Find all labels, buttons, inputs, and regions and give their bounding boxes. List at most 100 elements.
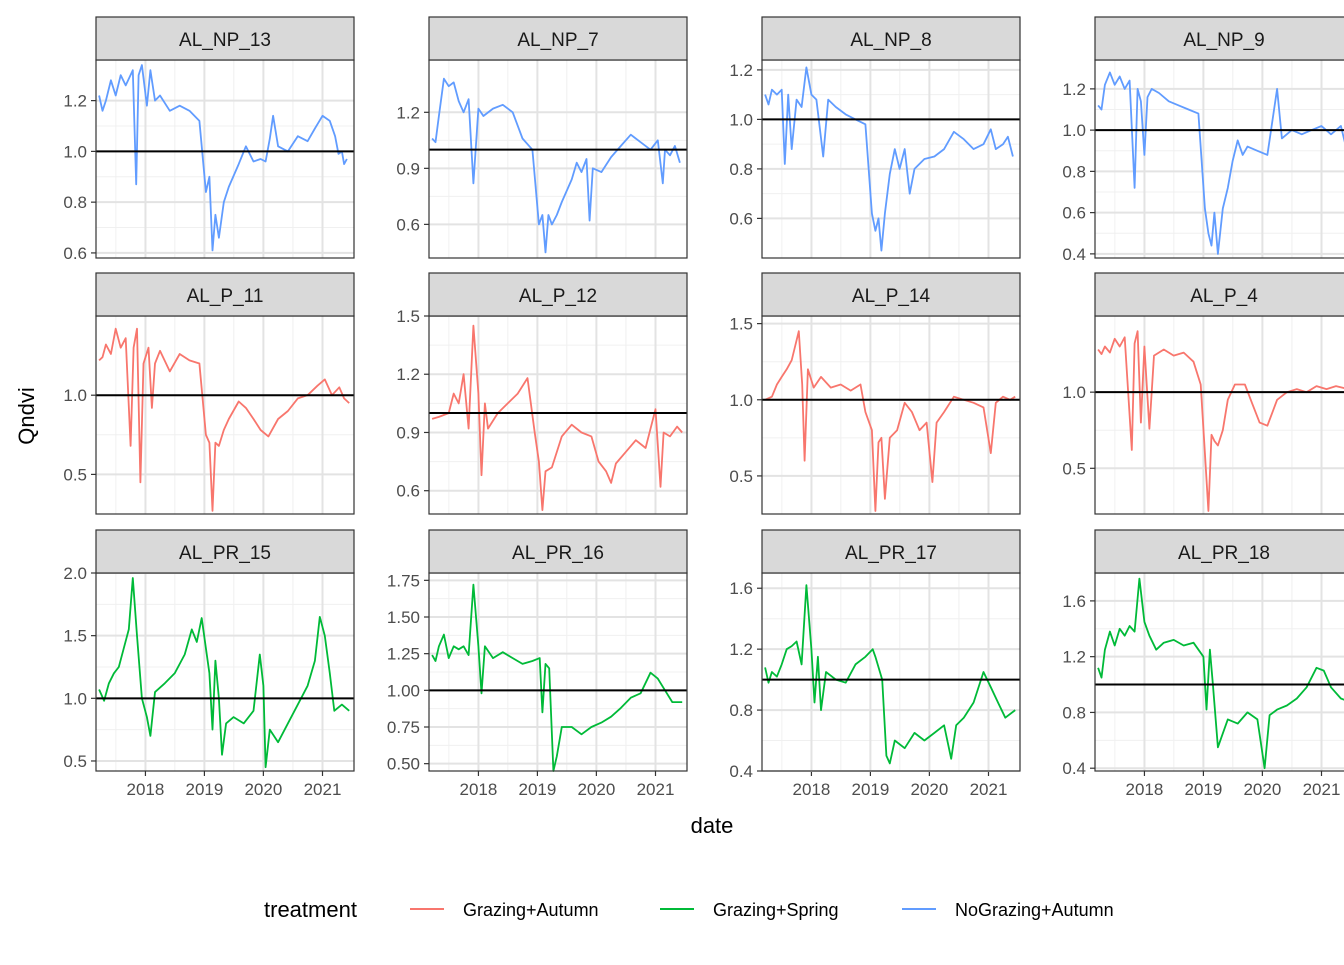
panel-background [1095, 316, 1344, 514]
y-tick-label: 0.4 [1062, 245, 1086, 264]
legend-label: Grazing+Spring [713, 900, 839, 920]
panel-strip [428, 529, 688, 574]
panel-background [1095, 60, 1344, 258]
panel-strip-label: AL_PR_15 [179, 543, 271, 564]
y-tick-label: 2.0 [63, 564, 87, 583]
y-tick-label: 0.6 [396, 215, 420, 234]
y-tick-label: 1.6 [729, 579, 753, 598]
y-tick-label: 0.5 [63, 752, 87, 771]
y-axis-title: Qndvi [14, 387, 39, 444]
y-tick-label: 1.2 [1062, 648, 1086, 667]
panel-strip [428, 272, 688, 317]
panel-strip [95, 272, 355, 317]
panel-strip [761, 16, 1021, 61]
y-tick-label: 0.6 [396, 482, 420, 501]
legend-label: Grazing+Autumn [463, 900, 599, 920]
panel-al-p-11: 0.5 1.0 AL_P_11 [63, 272, 355, 515]
x-tick-label: 2021 [637, 780, 675, 799]
x-tick-label: 2019 [1184, 780, 1222, 799]
y-tick-label: 1.2 [1062, 80, 1086, 99]
y-tick-label: 1.25 [387, 645, 420, 664]
legend-title: treatment [264, 897, 357, 922]
panel-strip-label: AL_NP_13 [179, 30, 271, 51]
series-line [1097, 577, 1344, 770]
panels-layer: 0.60.81.01.2AL_NP_130.60.91.2AL_NP_70.60… [63, 16, 1344, 799]
x-tick-label: 2019 [851, 780, 889, 799]
panel-strip [1094, 272, 1344, 317]
panel-al-pr-18: 2018 2019 2020 2021 0.4 0.8 1.2 1.6 AL_PR_18 [1062, 529, 1344, 799]
y-tick-label: 1.6 [1062, 592, 1086, 611]
panel-al-p-12: 0.6 0.9 1.2 1.5 AL_P_12 [396, 272, 688, 515]
panel-strip [761, 529, 1021, 574]
y-tick-label: 0.9 [396, 423, 420, 442]
y-tick-label: 1.2 [63, 92, 87, 111]
y-tick-label: 0.8 [1062, 162, 1086, 181]
panel-al-np-8: 0.6 0.8 1.0 1.2 AL_NP_8 [729, 16, 1021, 259]
panel-strip [428, 16, 688, 61]
panel-al-pr-15: 2018 2019 2020 2021 0.5 1.0 1.5 2.0 AL_PR_15 [63, 529, 355, 799]
series-line [1097, 330, 1344, 512]
y-tick-label: 1.0 [63, 386, 87, 405]
panel-strip-label: AL_P_4 [1190, 286, 1258, 307]
y-tick-label: 0.8 [63, 193, 87, 212]
y-tick-label: 0.4 [729, 762, 753, 781]
y-tick-label: 1.2 [396, 365, 420, 384]
panel-strip [95, 529, 355, 574]
y-tick-label: 1.2 [729, 61, 753, 80]
panel-strip-label: AL_P_12 [519, 286, 597, 307]
y-tick-label: 1.75 [387, 571, 420, 590]
y-tick-label: 0.5 [1062, 459, 1086, 478]
y-tick-label: 1.0 [729, 110, 753, 129]
panel-al-p-4: 0.5 1.0 AL_P_4 [1062, 272, 1344, 515]
y-tick-label: 1.0 [1062, 383, 1086, 402]
x-tick-label: 2021 [304, 780, 342, 799]
x-tick-label: 2018 [127, 780, 165, 799]
panel-strip [1094, 16, 1344, 61]
panel-al-p-14: 0.5 1.0 1.5 AL_P_14 [729, 272, 1021, 515]
y-tick-label: 1.5 [396, 307, 420, 326]
panel-strip-label: AL_PR_17 [845, 543, 937, 564]
x-tick-label: 2020 [244, 780, 282, 799]
y-tick-label: 1.5 [729, 315, 753, 334]
panel-strip [95, 16, 355, 61]
y-tick-label: 0.8 [729, 701, 753, 720]
panel-background [429, 60, 687, 258]
y-tick-label: 1.0 [729, 391, 753, 410]
panel-strip-label: AL_P_11 [187, 286, 264, 307]
panel-al-np-9: 0.4 0.6 0.8 1.0 1.2 AL_NP_9 [1062, 16, 1344, 264]
y-tick-label: 0.8 [1062, 703, 1086, 722]
y-tick-label: 0.4 [1062, 759, 1086, 778]
series-line [764, 584, 1016, 765]
panel-al-np-13: 0.6 0.8 1.0 1.2 AL_NP_13 [63, 16, 355, 263]
y-tick-label: 0.6 [1062, 204, 1086, 223]
panel-strip-label: AL_PR_16 [512, 543, 604, 564]
series-line [431, 77, 681, 254]
panel-background [762, 316, 1020, 514]
legend-label: NoGrazing+Autumn [955, 900, 1114, 920]
x-tick-label: 2021 [970, 780, 1008, 799]
panel-strip-label: AL_P_14 [852, 286, 931, 307]
y-tick-label: 0.75 [387, 718, 420, 737]
series-line [764, 330, 1016, 512]
y-tick-label: 0.9 [396, 159, 420, 178]
y-tick-label: 1.00 [387, 681, 420, 700]
panel-al-pr-17: 2018 2019 2020 2021 0.4 0.8 1.2 1.6 AL_PR_17 [729, 529, 1021, 799]
panel-background [762, 60, 1020, 258]
series-line [98, 577, 350, 769]
x-tick-label: 2020 [910, 780, 948, 799]
x-tick-label: 2019 [518, 780, 556, 799]
series-line [431, 324, 683, 511]
y-tick-label: 0.50 [387, 755, 420, 774]
panel-strip [761, 272, 1021, 317]
y-tick-label: 1.0 [63, 689, 87, 708]
x-tick-label: 2018 [793, 780, 831, 799]
x-tick-label: 2018 [1126, 780, 1164, 799]
y-tick-label: 1.5 [63, 627, 87, 646]
panel-strip-label: AL_PR_18 [1178, 543, 1270, 564]
y-tick-label: 1.2 [396, 103, 420, 122]
y-tick-label: 1.50 [387, 608, 420, 627]
y-tick-label: 0.6 [63, 244, 87, 263]
series-line [98, 327, 350, 512]
panel-strip-label: AL_NP_7 [517, 30, 598, 51]
